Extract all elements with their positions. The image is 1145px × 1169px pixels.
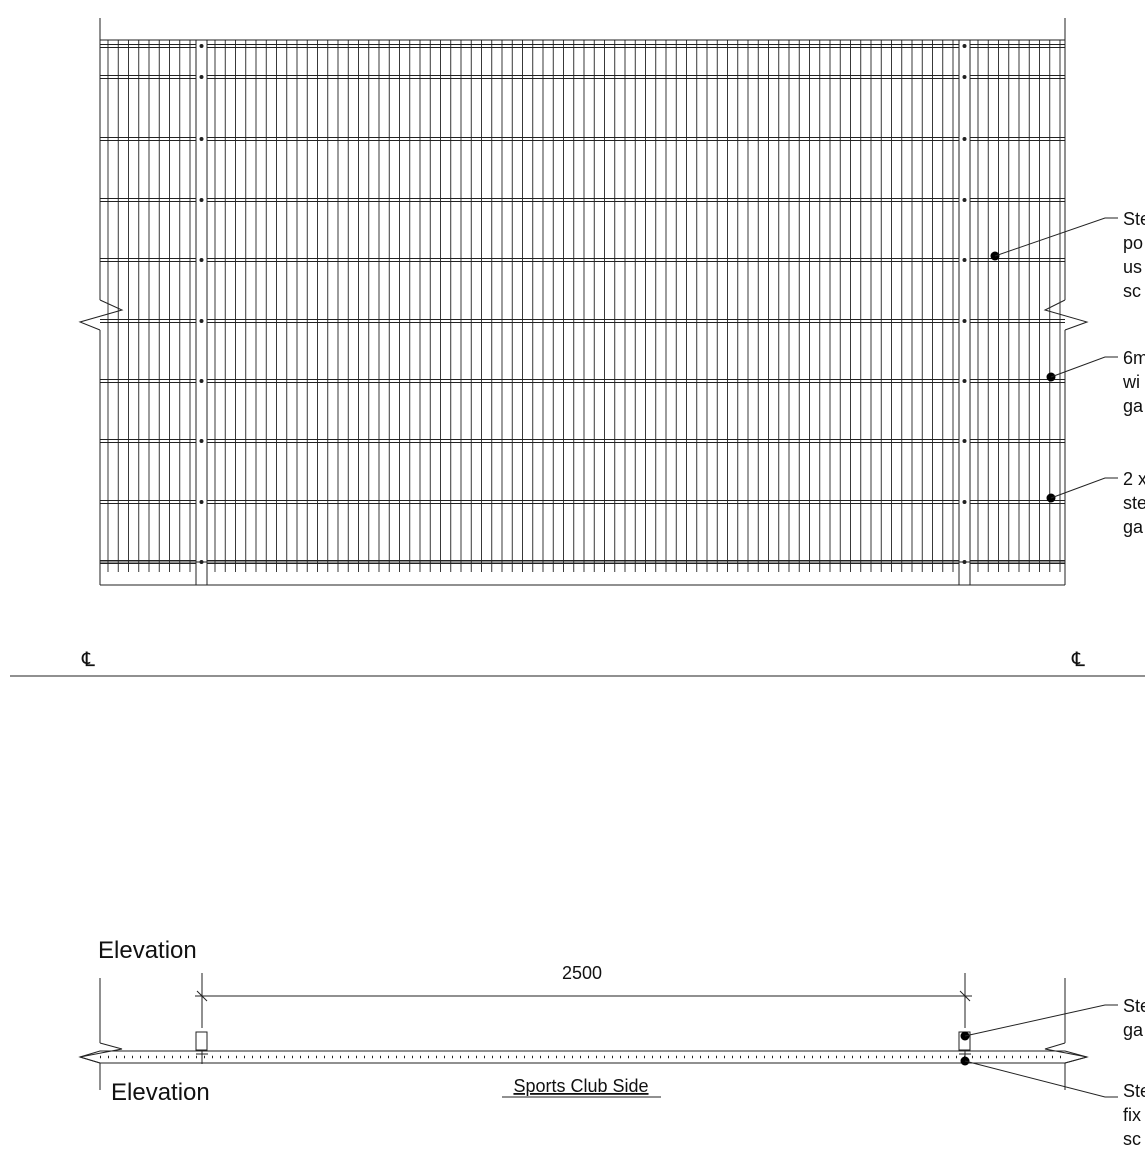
elevation-callout-2: 6m wi ga bbox=[1046, 348, 1145, 416]
callout-line: ga bbox=[1123, 1020, 1144, 1040]
plan-view bbox=[78, 973, 1089, 1090]
post-bolt bbox=[199, 75, 204, 79]
callout-line: ga bbox=[1123, 396, 1144, 416]
callout-line: sc bbox=[1123, 281, 1141, 301]
post-bolt bbox=[199, 379, 204, 383]
dimension-tick-left bbox=[196, 990, 208, 1002]
callout-line: Ste bbox=[1123, 1081, 1145, 1101]
horizontal-wires bbox=[100, 44, 1065, 564]
plan-callout-2: Ste fix sc bbox=[960, 1056, 1145, 1149]
plan-left-post bbox=[195, 1031, 208, 1051]
post-bolt bbox=[199, 44, 204, 48]
callout-line: Ste bbox=[1123, 996, 1145, 1016]
leader-line bbox=[994, 217, 1118, 257]
centerline-marker-right: ℄ bbox=[1071, 649, 1085, 671]
dimension-value: 2500 bbox=[562, 963, 602, 983]
fence-elevation bbox=[78, 18, 1089, 586]
callout-line: us bbox=[1123, 257, 1142, 277]
callout-line: sc bbox=[1123, 1129, 1141, 1149]
post-bolt bbox=[962, 198, 967, 202]
fence-plan-strip bbox=[78, 1050, 1089, 1064]
post-bolt bbox=[962, 75, 967, 79]
right-break-symbol bbox=[1043, 299, 1089, 331]
leader-line bbox=[1050, 477, 1118, 499]
post-bolt bbox=[962, 560, 967, 564]
post-bolt bbox=[962, 379, 967, 383]
callout-line: 2 x bbox=[1123, 469, 1145, 489]
leader-line bbox=[964, 1060, 1118, 1098]
post-bolt bbox=[962, 500, 967, 504]
callout-line: fix bbox=[1123, 1105, 1141, 1125]
post-bolt bbox=[962, 319, 967, 323]
plan-callout-1: Ste ga bbox=[960, 996, 1145, 1041]
plan-right-break-symbol bbox=[1044, 1042, 1088, 1064]
elevation-callout-3: 2 x ste ga bbox=[1046, 469, 1145, 537]
dimension-tick-right bbox=[959, 990, 971, 1002]
callout-line: Ste bbox=[1123, 209, 1145, 229]
callout-line: wi bbox=[1122, 372, 1140, 392]
leader-line bbox=[964, 1004, 1118, 1037]
elevation-callout-1: Ste po us sc bbox=[990, 209, 1145, 301]
post-bolt bbox=[199, 439, 204, 443]
callout-line: po bbox=[1123, 233, 1143, 253]
callout-line: ga bbox=[1123, 517, 1144, 537]
plan-sub-heading: Elevation bbox=[111, 1079, 210, 1106]
post-bolt bbox=[199, 137, 204, 141]
plan-heading: Elevation bbox=[98, 937, 197, 964]
centerline-marker-left: ℄ bbox=[81, 649, 95, 671]
post-bolts bbox=[199, 44, 967, 564]
post-bolt bbox=[962, 258, 967, 262]
left-break-symbol bbox=[78, 299, 124, 331]
post-bolt bbox=[962, 439, 967, 443]
post-bolt bbox=[199, 319, 204, 323]
post-bolt bbox=[962, 44, 967, 48]
callout-line: ste bbox=[1123, 493, 1145, 513]
post-bolt bbox=[199, 500, 204, 504]
post-bolt bbox=[962, 137, 967, 141]
post-bolt bbox=[199, 198, 204, 202]
callout-line: 6m bbox=[1123, 348, 1145, 368]
leader-line bbox=[1050, 356, 1118, 378]
vertical-wires bbox=[107, 40, 1061, 572]
post-bolt bbox=[199, 560, 204, 564]
post-bolt bbox=[199, 258, 204, 262]
plan-left-break-symbol bbox=[79, 1042, 123, 1064]
sports-club-side-label: Sports Club Side bbox=[513, 1076, 648, 1096]
